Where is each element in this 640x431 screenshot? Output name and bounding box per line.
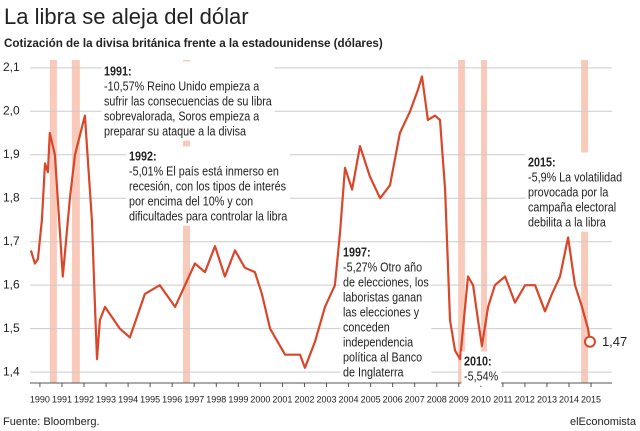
annotation-line: por encima del 10% y con xyxy=(129,193,253,208)
chart-subtitle: Cotización de la divisa británica frente… xyxy=(4,36,383,50)
annotation-line: de Inglaterra xyxy=(343,364,404,379)
x-tick-label: 2001 xyxy=(272,394,292,404)
x-tick-label: 1993 xyxy=(96,394,116,404)
annotation-line: -5,27% Otro año xyxy=(343,259,422,274)
brand: elEconomista xyxy=(570,416,637,428)
annotation-box xyxy=(525,152,625,232)
x-tick-label: 1998 xyxy=(206,394,226,404)
annotation-box xyxy=(126,146,291,226)
annotation-line: campaña electoral xyxy=(528,199,616,214)
x-tick-label: 2011 xyxy=(493,394,512,404)
y-tick-label: 1,4 xyxy=(3,364,20,378)
y-tick-label: 2,1 xyxy=(3,60,20,74)
x-tick-label: 2002 xyxy=(294,394,314,404)
annotation-box xyxy=(340,242,432,382)
y-tick-label: 2,0 xyxy=(3,103,20,117)
annotation-line: política al Banco xyxy=(343,349,422,364)
y-tick-label: 1,5 xyxy=(3,321,20,335)
y-tick-label: 1,9 xyxy=(3,147,20,161)
annotation-line: -10,57% Reino Unido empieza a xyxy=(104,78,260,93)
y-tick-label: 1,8 xyxy=(3,190,20,204)
price-line xyxy=(29,75,592,369)
x-tick-label: 2015 xyxy=(581,394,601,404)
x-tick-label: 2012 xyxy=(515,394,535,404)
annotation-line: las elecciones y xyxy=(343,304,419,319)
annotation-title: 1997: xyxy=(343,244,371,259)
annotation: 2010:-5,54% xyxy=(461,351,502,386)
x-tick-label: 2014 xyxy=(559,394,579,404)
annotation-line: sobrevalorada, Soros empieza a xyxy=(104,108,260,123)
end-point xyxy=(583,335,596,348)
x-tick-label: 2009 xyxy=(449,394,469,404)
annotation-line: independencia xyxy=(343,334,413,349)
annotation-line: conceden xyxy=(343,319,390,334)
x-tick-label: 2013 xyxy=(537,394,557,404)
x-tick-label: 1992 xyxy=(74,394,94,404)
annotation-box xyxy=(101,61,275,141)
x-tick-label: 1991 xyxy=(52,394,72,404)
x-tick-label: 2005 xyxy=(361,394,381,404)
event-band xyxy=(458,60,465,383)
annotation-line: -5,9% La volatilidad xyxy=(528,169,622,184)
x-tick-label: 2010 xyxy=(471,394,491,404)
annotation: 1992:-5,01% El país está inmerso enreces… xyxy=(126,146,291,226)
annotation-line: de elecciones, los xyxy=(343,274,429,289)
annotation-line: sufrir las consecuencias de su libra xyxy=(104,93,272,108)
x-tick-label: 2000 xyxy=(250,394,270,404)
annotation: 1991:-10,57% Reino Unido empieza asufrir… xyxy=(101,61,275,141)
end-label: 1,47 xyxy=(602,334,627,349)
source: Fuente: Bloomberg. xyxy=(3,416,100,428)
y-tick-label: 1,7 xyxy=(3,234,20,248)
annotation-title: 2010: xyxy=(464,353,492,368)
event-band xyxy=(49,60,57,383)
annotation-line: laboristas ganan xyxy=(343,289,422,304)
annotation-line: recesión, con los tipos de interés xyxy=(129,178,286,193)
x-tick-label: 1999 xyxy=(228,394,248,404)
x-tick-label: 1994 xyxy=(118,394,138,404)
annotation-line: dificultades para controlar la libra xyxy=(129,208,288,223)
x-tick-label: 1997 xyxy=(184,394,204,404)
x-tick-label: 1990 xyxy=(30,394,50,404)
annotation-line: provocada por la xyxy=(528,184,609,199)
x-tick-label: 2007 xyxy=(405,394,425,404)
x-tick-label: 2003 xyxy=(316,394,336,404)
annotation-title: 1992: xyxy=(129,148,157,163)
annotation-line: -5,54% xyxy=(464,368,499,383)
annotation-line: debilita a la libra xyxy=(528,214,606,229)
annotation-line: preparar su ataque a la divisa xyxy=(104,123,246,138)
annotation-box xyxy=(461,351,502,386)
x-tick-label: 2006 xyxy=(383,394,403,404)
x-tick-label: 1996 xyxy=(162,394,182,404)
annotation-line: -5,01% El país está inmerso en xyxy=(129,163,279,178)
y-tick-label: 1,6 xyxy=(3,277,20,291)
x-tick-label: 1995 xyxy=(140,394,160,404)
x-tick-label: 2008 xyxy=(427,394,447,404)
event-band xyxy=(481,60,488,383)
annotation-title: 2015: xyxy=(528,154,556,169)
chart-title: La libra se aleja del dólar xyxy=(4,4,249,29)
x-tick-label: 2004 xyxy=(339,394,359,404)
event-band xyxy=(71,60,80,383)
annotation-title: 1991: xyxy=(104,63,132,78)
